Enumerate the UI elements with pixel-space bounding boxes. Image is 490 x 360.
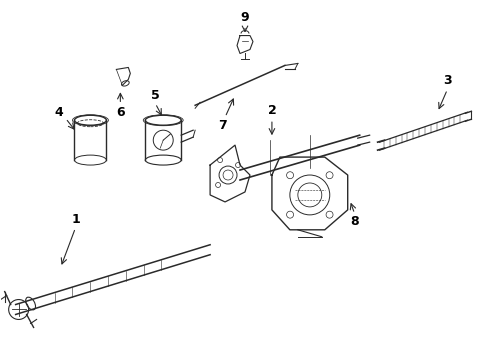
- Text: 4: 4: [54, 106, 63, 119]
- Text: 3: 3: [443, 74, 452, 87]
- Text: 1: 1: [71, 213, 80, 226]
- Text: 5: 5: [151, 89, 160, 102]
- Text: 2: 2: [268, 104, 276, 117]
- Text: 7: 7: [218, 119, 226, 132]
- Text: 8: 8: [350, 215, 359, 228]
- Text: 6: 6: [116, 106, 124, 119]
- Text: 9: 9: [241, 11, 249, 24]
